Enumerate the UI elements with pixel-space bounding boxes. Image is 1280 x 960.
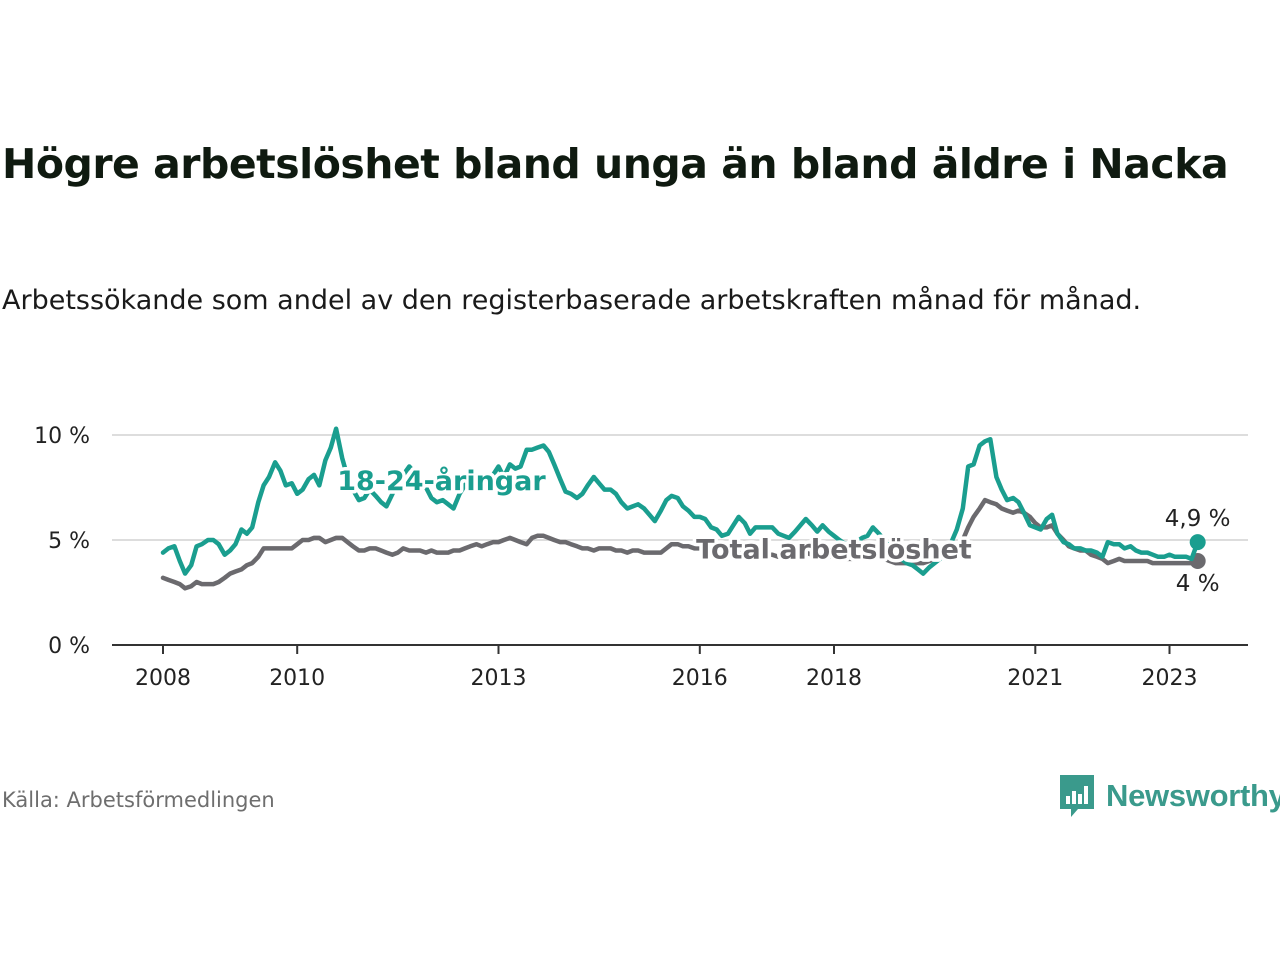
line-chart: 0 %5 %10 % 2008 2010 2013 2016 2018 2021 2023 … xyxy=(34,424,1248,691)
series-labels: 18-24-åringar Total arbetslöshet 4,9 % 4 % xyxy=(334,462,1233,600)
end-label-youth: 4,9 % xyxy=(1165,506,1231,532)
x-tick-label: 2013 xyxy=(471,666,527,691)
brand-logo[interactable]: Newsworthy xyxy=(1058,772,1280,820)
chart-title: Högre arbetslöshet bland unga än bland ä… xyxy=(2,140,1229,188)
bar-chart-speech-bubble-icon xyxy=(1060,775,1094,817)
end-point-youth xyxy=(1189,534,1206,551)
series-line-total xyxy=(160,497,1200,591)
y-axis-ticks: 0 % 5 % 10 % xyxy=(34,424,90,659)
grid-lines xyxy=(112,434,1248,541)
x-axis-ticks: 2008 2010 2013 2016 2018 2021 2023 xyxy=(112,644,1248,691)
x-tick-label: 2018 xyxy=(806,666,862,691)
y-tick-label: 0 % xyxy=(48,634,90,659)
chart-subtitle: Arbetssökande som andel av den registerb… xyxy=(2,285,1142,316)
y-tick-label: 5 % xyxy=(48,529,90,554)
series-line-youth xyxy=(160,426,1200,576)
x-tick-label: 2010 xyxy=(269,666,325,691)
end-label-total: 4 % xyxy=(1176,571,1220,597)
y-tick-label: 10 % xyxy=(34,424,90,449)
x-tick-label: 2016 xyxy=(672,666,728,691)
series-label-youth: 18-24-åringar xyxy=(337,465,546,497)
series-lines xyxy=(160,426,1206,591)
source-note: Källa: Arbetsförmedlingen xyxy=(2,788,275,812)
x-tick-label: 2023 xyxy=(1142,666,1198,691)
x-tick-label: 2021 xyxy=(1007,666,1063,691)
series-label-total: Total arbetslöshet xyxy=(696,534,972,565)
brand-name: Newsworthy xyxy=(1106,778,1280,813)
x-tick-label: 2008 xyxy=(135,666,191,691)
